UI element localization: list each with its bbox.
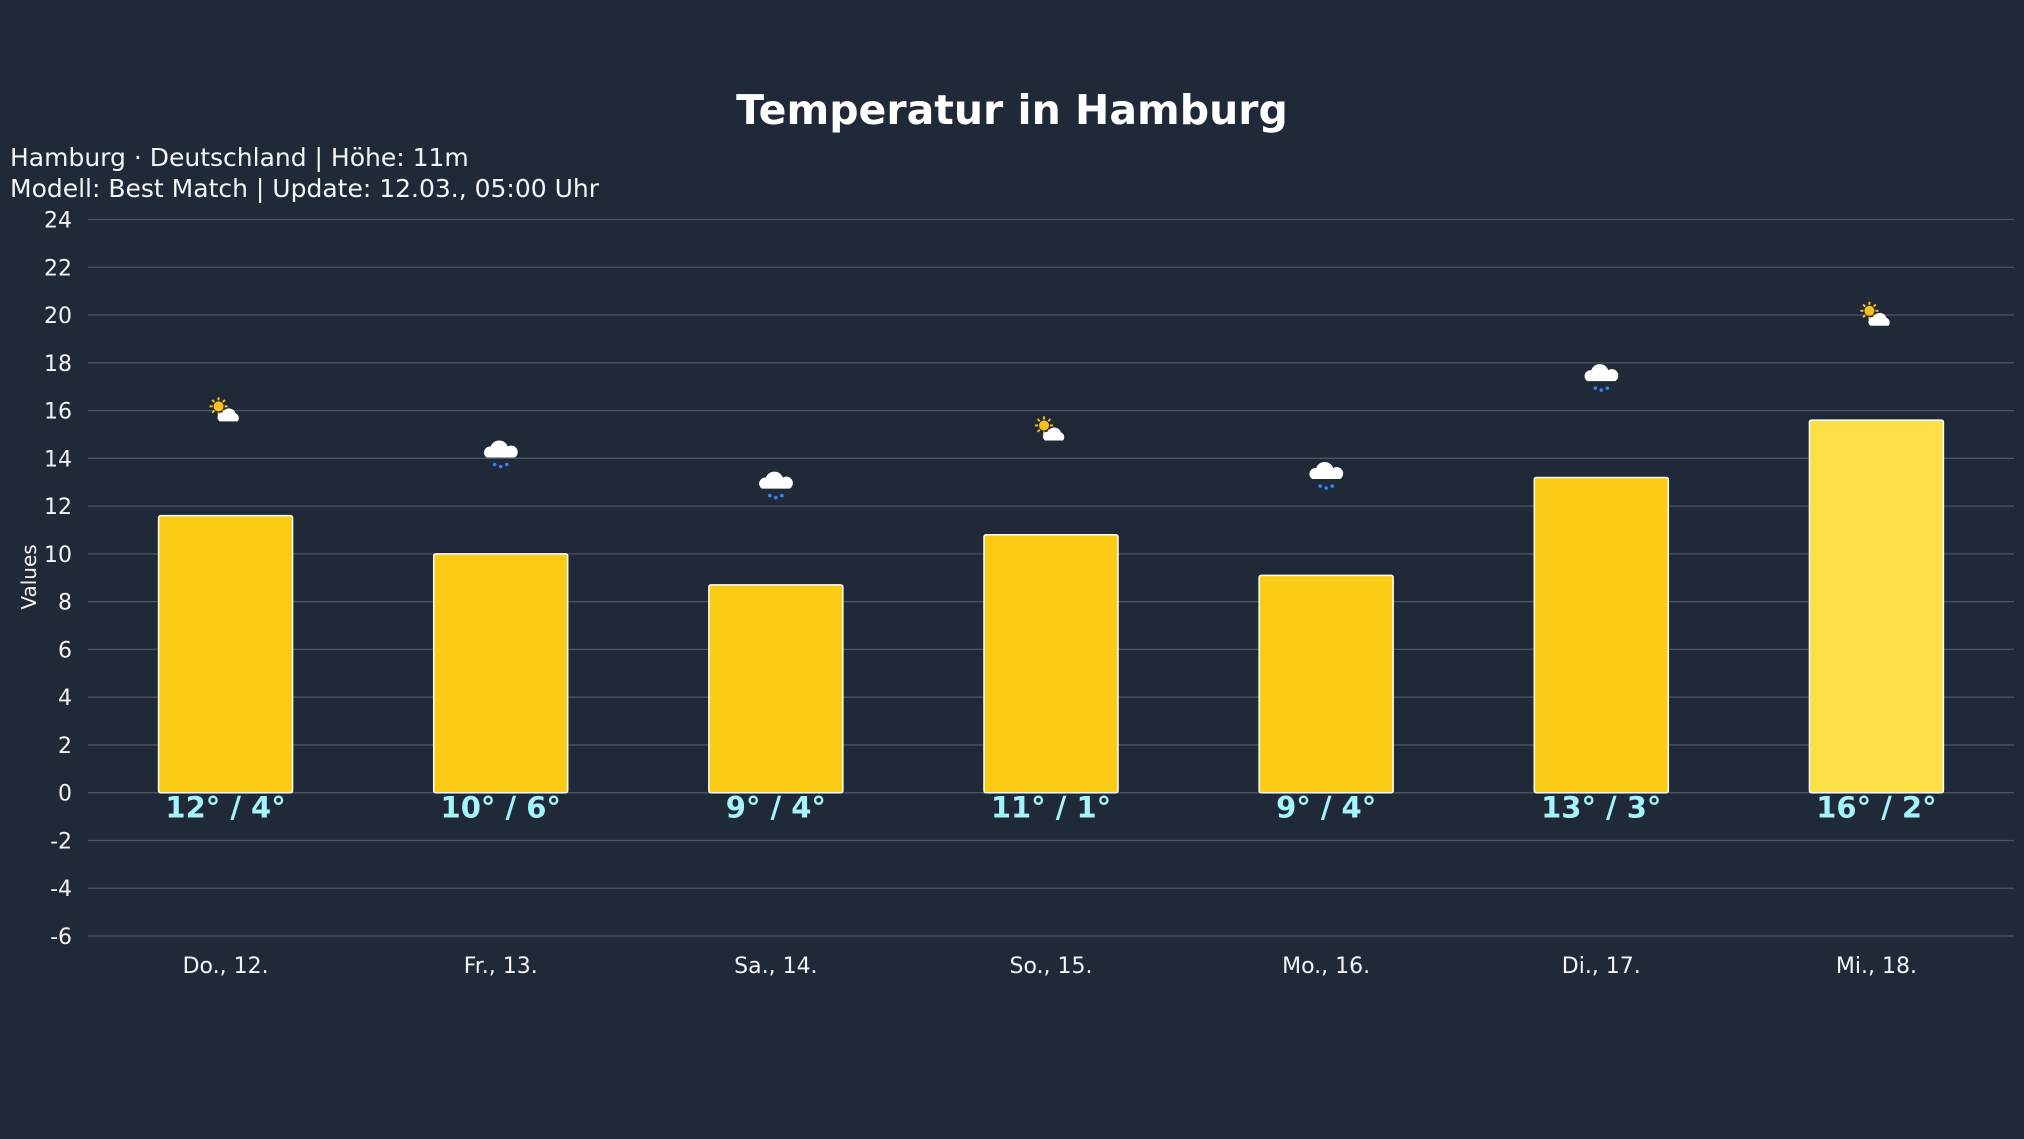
bar [1808, 419, 1945, 794]
sun-ray [1862, 303, 1866, 308]
bar-data-label: 10° / 6° [441, 791, 561, 825]
partly-cloudy-icon [209, 397, 239, 422]
sun-ray [1036, 428, 1041, 433]
drizzle-dot [1599, 388, 1604, 392]
bar [983, 534, 1119, 794]
bar [1533, 476, 1670, 794]
sun-ray [1047, 418, 1052, 422]
x-tick-label: Sa., 14. [734, 954, 817, 979]
sun-ray [211, 409, 216, 414]
sun-icon [1864, 305, 1875, 316]
cloud-shape [483, 440, 518, 458]
drizzle-dot [1605, 386, 1610, 390]
bar-data-label: 12° / 4° [165, 791, 285, 825]
x-tick-label: So., 15. [1009, 954, 1092, 979]
bar-data-label: 16° / 2° [1816, 791, 1936, 825]
drizzle-dot [768, 493, 772, 498]
cloud-shape [1584, 364, 1619, 382]
bar-data-label: 11° / 1° [991, 791, 1111, 825]
cloud-shape [1043, 427, 1065, 441]
bar [157, 514, 294, 794]
y-tick-label: 24 [44, 209, 72, 234]
y-tick-label: 0 [58, 782, 72, 807]
x-tick-label: Mi., 18. [1836, 954, 1917, 979]
cloud-drizzle-icon [1584, 364, 1619, 392]
x-tick-label: Fr., 13. [464, 954, 538, 979]
sun-icon [213, 401, 224, 412]
bar [1258, 574, 1394, 794]
drizzle-dot [492, 462, 497, 467]
y-tick-label: -2 [50, 829, 72, 854]
y-tick-label: -6 [50, 925, 72, 950]
cloud-shape [217, 408, 239, 422]
sun-ray [1036, 418, 1041, 422]
drizzle-dot [774, 495, 778, 500]
partly-cloudy-icon [1035, 416, 1065, 441]
bar-data-label: 9° / 4° [726, 791, 826, 825]
y-tick-label: 6 [58, 638, 72, 663]
y-tick-label: 8 [58, 591, 72, 616]
x-tick-label: Do., 12. [183, 954, 269, 979]
sun-ray [222, 399, 226, 403]
partly-cloudy-icon [1860, 301, 1890, 326]
y-tick-label: 14 [44, 447, 72, 472]
drizzle-dot [1593, 386, 1598, 390]
cloud-drizzle-icon [483, 440, 518, 469]
drizzle-dot [780, 493, 784, 498]
drizzle-dot [1324, 486, 1328, 490]
y-tick-label: 2 [58, 734, 72, 759]
y-tick-label: 12 [44, 495, 72, 520]
sun-ray [211, 399, 216, 403]
cloud-drizzle-icon [759, 471, 793, 500]
y-tick-label: 18 [44, 352, 72, 377]
y-tick-label: 20 [44, 304, 72, 329]
y-tick-label: 16 [44, 400, 72, 425]
chart-title: Temperatur in Hamburg [736, 86, 1288, 134]
model-subtitle: Modell: Best Match | Update: 12.03., 05:… [10, 174, 600, 203]
y-axis-label: Values [17, 544, 41, 609]
y-tick-label: 22 [44, 256, 72, 281]
drizzle-dot [498, 464, 503, 469]
sun-ray [1872, 303, 1877, 308]
y-tick-label: 10 [44, 543, 72, 568]
bar-data-label: 13° / 3° [1541, 791, 1661, 825]
location-subtitle: Hamburg · Deutschland | Höhe: 11m [10, 143, 469, 172]
cloud-shape [1309, 462, 1344, 480]
x-tick-label: Di., 17. [1562, 954, 1641, 979]
bar-data-label: 9° / 4° [1276, 791, 1376, 825]
cloud-shape [1868, 312, 1890, 326]
cloud-drizzle-icon [1309, 462, 1344, 490]
sun-ray [1862, 314, 1866, 318]
y-tick-label: 4 [58, 686, 72, 711]
bar [708, 584, 844, 794]
bar [432, 553, 569, 794]
cloud-shape [759, 471, 793, 489]
drizzle-dot [1318, 484, 1322, 488]
x-tick-label: Mo., 16. [1282, 954, 1370, 979]
drizzle-dot [504, 462, 509, 467]
y-tick-label: -4 [50, 877, 72, 902]
drizzle-dot [1330, 484, 1334, 488]
sun-icon [1039, 420, 1049, 431]
